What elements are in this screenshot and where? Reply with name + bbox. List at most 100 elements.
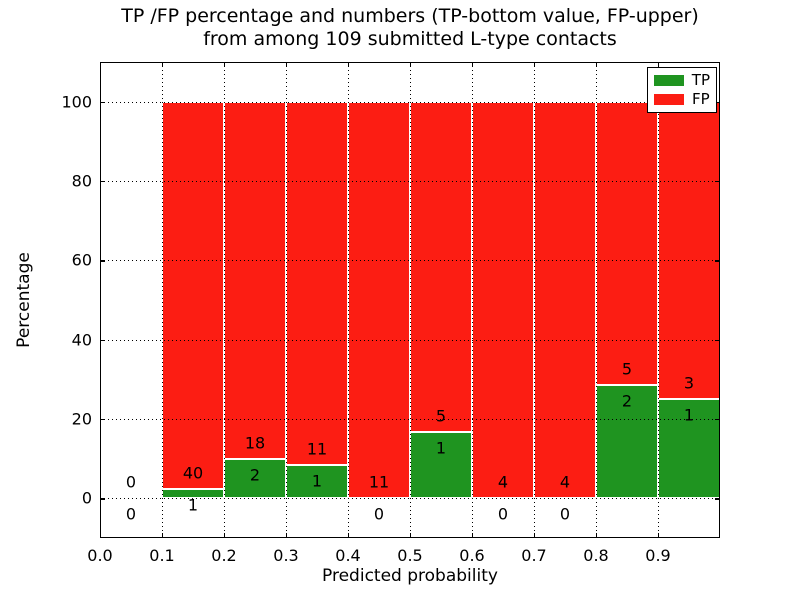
x-tick-label: 0.3 — [273, 546, 299, 565]
x-tick-mark-top — [162, 62, 164, 67]
annotation-tp-count: 0 — [125, 504, 137, 524]
chart-title-line2: from among 109 submitted L-type contacts — [203, 28, 617, 50]
gridline-vertical — [162, 62, 163, 538]
chart-title-line1: TP /FP percentage and numbers (TP-bottom… — [121, 5, 699, 27]
gridline-vertical — [348, 62, 349, 538]
annotation-fp-count: 5 — [621, 359, 633, 379]
x-tick-label: 0.8 — [583, 546, 609, 565]
x-tick-mark-top — [472, 62, 474, 67]
bar-segment-fp — [472, 101, 534, 499]
x-tick-mark-bottom — [100, 533, 102, 538]
bar-segment-fp — [658, 101, 720, 400]
bar-segment-fp — [410, 101, 472, 433]
annotation-fp-count: 5 — [435, 406, 447, 426]
annotation-tp-count: 0 — [373, 504, 385, 524]
bar-segment-fp — [534, 101, 596, 499]
y-tick-mark-left — [100, 498, 105, 500]
legend-entry-fp: FP — [654, 92, 710, 107]
annotation-tp-count: 0 — [497, 504, 509, 524]
annotation-tp-count: 2 — [621, 391, 633, 411]
y-axis-label: Percentage — [14, 252, 34, 348]
legend-label-fp: FP — [692, 90, 710, 108]
legend: TP FP — [647, 67, 717, 113]
bar-segment-fp — [162, 101, 224, 489]
x-tick-mark-top — [348, 62, 350, 67]
annotation-fp-count: 0 — [125, 472, 137, 492]
y-tick-mark-left — [100, 339, 105, 341]
x-tick-mark-top — [100, 62, 102, 67]
x-tick-label: 0.4 — [335, 546, 361, 565]
x-tick-mark-top — [596, 62, 598, 67]
y-tick-mark-right — [715, 498, 720, 500]
x-tick-mark-top — [224, 62, 226, 67]
annotation-tp-count: 1 — [683, 405, 695, 425]
y-tick-mark-left — [100, 260, 105, 262]
y-tick-label: 100 — [61, 92, 92, 112]
gridline-vertical — [472, 62, 473, 538]
gridline-vertical — [410, 62, 411, 538]
x-tick-mark-bottom — [472, 533, 474, 538]
y-tick-label: 0 — [81, 488, 92, 508]
x-tick-mark-bottom — [596, 533, 598, 538]
x-tick-mark-bottom — [162, 533, 164, 538]
bar-segment-tp — [224, 458, 286, 499]
annotation-fp-count: 3 — [683, 373, 695, 393]
y-tick-label: 40 — [71, 330, 92, 350]
x-tick-label: 0.7 — [521, 546, 547, 565]
annotation-tp-count: 0 — [559, 504, 571, 524]
y-tick-mark-left — [100, 419, 105, 421]
annotation-fp-count: 11 — [306, 439, 328, 459]
bar-segment-fp — [348, 101, 410, 499]
x-tick-label: 0.2 — [211, 546, 237, 565]
tp-color-swatch — [654, 75, 684, 86]
fp-color-swatch — [654, 94, 684, 105]
gridline-vertical — [534, 62, 535, 538]
y-tick-label: 60 — [71, 250, 92, 270]
y-tick-label: 20 — [71, 409, 92, 429]
annotation-tp-count: 1 — [435, 438, 447, 458]
y-tick-label: 80 — [71, 171, 92, 191]
bar-segment-fp — [596, 101, 658, 385]
annotation-fp-count: 4 — [559, 472, 571, 492]
x-tick-label: 0.6 — [459, 546, 485, 565]
x-tick-mark-top — [534, 62, 536, 67]
bar-segment-tp — [286, 465, 348, 499]
x-tick-label: 0.9 — [645, 546, 671, 565]
annotation-fp-count: 40 — [182, 463, 204, 483]
annotation-tp-count: 1 — [311, 471, 323, 491]
legend-label-tp: TP — [691, 71, 710, 89]
chart-title: TP /FP percentage and numbers (TP-bottom… — [100, 5, 720, 51]
x-axis-label: Predicted probability — [322, 566, 498, 586]
x-tick-mark-bottom — [410, 533, 412, 538]
x-tick-label: 0.5 — [397, 546, 423, 565]
bar-segment-fp — [286, 101, 348, 466]
x-tick-mark-bottom — [348, 533, 350, 538]
gridline-vertical — [286, 62, 287, 538]
bar-segment-tp — [410, 432, 472, 499]
annotation-tp-count: 2 — [249, 465, 261, 485]
gridline-vertical — [658, 62, 659, 538]
annotation-tp-count: 1 — [187, 495, 199, 515]
y-tick-mark-right — [715, 181, 720, 183]
x-tick-mark-bottom — [286, 533, 288, 538]
y-tick-mark-right — [715, 339, 720, 341]
x-tick-mark-bottom — [534, 533, 536, 538]
y-tick-mark-right — [715, 419, 720, 421]
gridline-vertical — [224, 62, 225, 538]
x-tick-mark-top — [286, 62, 288, 67]
bar-segment-fp — [224, 101, 286, 459]
x-tick-label: 0.1 — [149, 546, 175, 565]
x-tick-label: 0.0 — [87, 546, 113, 565]
x-tick-mark-bottom — [658, 533, 660, 538]
gridline-vertical — [596, 62, 597, 538]
legend-entry-tp: TP — [654, 73, 710, 88]
x-tick-mark-bottom — [224, 533, 226, 538]
y-tick-mark-right — [715, 101, 720, 103]
annotation-fp-count: 11 — [368, 472, 390, 492]
x-tick-mark-top — [410, 62, 412, 67]
annotation-fp-count: 4 — [497, 472, 509, 492]
y-tick-mark-left — [100, 101, 105, 103]
x-tick-mark-top — [658, 62, 660, 67]
y-tick-mark-left — [100, 181, 105, 183]
